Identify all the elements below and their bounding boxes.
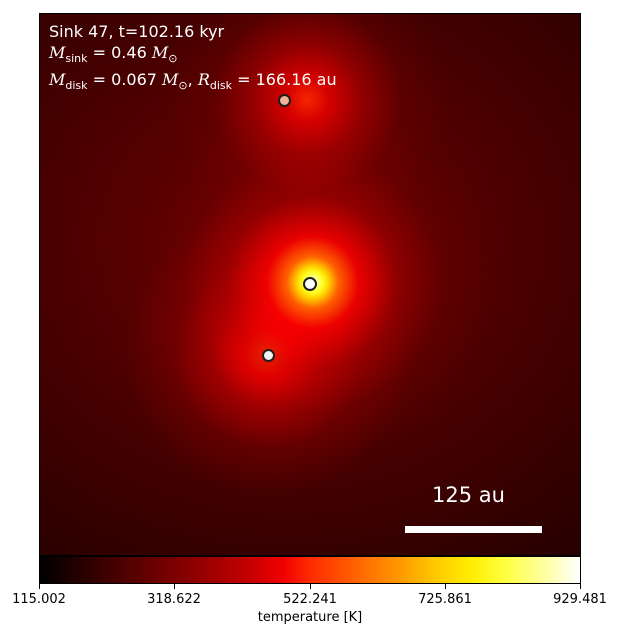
sink-marker-middle	[303, 277, 317, 291]
colorbar-tick-label: 929.481	[553, 592, 607, 607]
colorbar-tick-label: 522.241	[283, 592, 337, 607]
sink-marker-upper	[278, 94, 291, 107]
colorbar-tick	[310, 584, 311, 589]
sink-title: Sink 47, t=102.16 kyr	[49, 22, 225, 41]
colorbar	[39, 556, 581, 584]
colorbar-tick-label: 115.002	[12, 592, 66, 607]
sink-marker-lower	[262, 349, 275, 362]
colorbar-tick	[39, 584, 40, 589]
colorbar-label: temperature [K]	[257, 610, 363, 625]
disk-line: Mdisk = 0.067 M⊙, Rdisk = 166.16 au	[49, 70, 337, 93]
colorbar-tick	[580, 584, 581, 589]
header-text: Sink 47, t=102.16 kyr Msink = 0.46 M⊙ Md…	[49, 21, 337, 96]
colorbar-tick	[174, 584, 175, 589]
colorbar-tick	[445, 584, 446, 589]
scalebar	[405, 526, 542, 533]
sink-mass-line: Msink = 0.46 M⊙	[49, 43, 178, 66]
colorbar-tick-label: 318.622	[147, 592, 201, 607]
scalebar-label: 125 au	[432, 483, 505, 507]
colorbar-tick-label: 725.861	[418, 592, 472, 607]
